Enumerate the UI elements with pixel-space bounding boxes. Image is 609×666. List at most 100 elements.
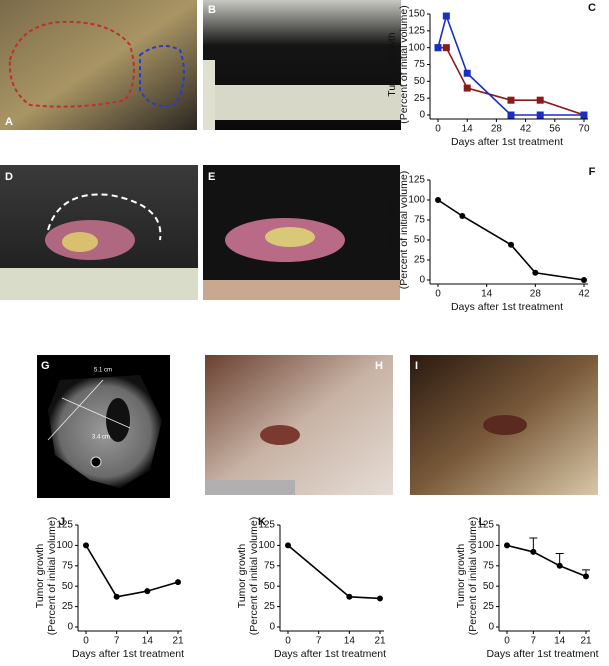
y-tick-label: 25: [414, 93, 426, 104]
photo-b: B: [203, 0, 401, 130]
y-tick-label: 25: [414, 255, 426, 266]
y-tick-label: 25: [62, 601, 74, 612]
y-tick-label: 125: [56, 520, 73, 531]
y-tick-label: 0: [419, 275, 425, 286]
data-point: [463, 69, 471, 77]
x-tick-label: 7: [114, 636, 120, 647]
y-tick-label: 75: [264, 560, 276, 571]
data-point: [434, 44, 442, 52]
photo-g: 5.1 cm 3.4 cm G: [37, 355, 170, 498]
panel-label: B: [208, 4, 216, 16]
photo-e: E: [203, 165, 400, 300]
y-tick-label: 150: [408, 9, 425, 20]
y-tick-label: 100: [408, 195, 425, 206]
x-tick-label: 42: [520, 124, 532, 135]
data-point: [144, 588, 151, 595]
data-line: [438, 46, 585, 116]
data-point: [83, 542, 89, 549]
ct-annotation: 5.1 cm: [94, 368, 112, 374]
y-tick-label: 50: [414, 76, 426, 87]
x-tick-label: 56: [549, 124, 561, 135]
data-point: [113, 593, 120, 600]
x-tick-label: 28: [491, 124, 503, 135]
x-axis-label: Days after 1st treatment: [274, 648, 386, 660]
x-tick-label: 0: [285, 636, 291, 647]
y-tick-label: 0: [269, 622, 275, 633]
data-point: [459, 213, 466, 219]
y-tick-label: 100: [56, 540, 73, 551]
x-tick-label: 14: [481, 289, 493, 300]
y-tick-label: 100: [408, 42, 425, 53]
data-point: [285, 542, 291, 549]
y-tick-label: 100: [477, 540, 494, 551]
y-tick-label: 125: [477, 520, 494, 531]
x-tick-label: 14: [142, 636, 154, 647]
data-point: [507, 111, 515, 119]
y-tick-label: 75: [414, 59, 426, 70]
x-tick-label: 21: [172, 636, 184, 647]
data-point: [508, 241, 514, 248]
x-tick-label: 0: [83, 636, 89, 647]
y-tick-label: 0: [67, 622, 73, 633]
data-point: [346, 593, 353, 600]
x-tick-label: 21: [374, 636, 386, 647]
data-point: [175, 579, 181, 586]
x-tick-label: 14: [344, 636, 356, 647]
y-axis-label: (Percent of initial volume): [398, 5, 410, 123]
data-point: [536, 111, 544, 119]
panel-label: H: [375, 360, 383, 372]
x-tick-label: 0: [435, 124, 441, 135]
data-point: [556, 562, 563, 569]
y-axis-label: Tumor growth: [455, 544, 467, 609]
data-point: [583, 573, 589, 580]
data-line: [437, 199, 585, 281]
data-point: [377, 595, 383, 602]
y-tick-label: 75: [414, 215, 426, 226]
x-tick-label: 14: [554, 636, 566, 647]
x-tick-label: 0: [435, 289, 441, 300]
data-line: [437, 13, 584, 116]
panel-label: D: [5, 171, 13, 183]
x-tick-label: 28: [530, 289, 542, 300]
panel-label: C: [588, 2, 596, 14]
photo-a: A: [0, 0, 197, 130]
y-axis-label: Tumor growth: [386, 198, 398, 263]
x-tick-label: 21: [580, 636, 592, 647]
panel-label: L: [479, 516, 486, 528]
y-tick-label: 0: [419, 110, 425, 121]
x-tick-label: 42: [578, 289, 590, 300]
x-tick-label: 7: [531, 636, 537, 647]
data-point: [504, 542, 510, 549]
panel-label: G: [41, 360, 50, 372]
y-tick-label: 125: [408, 25, 425, 36]
y-tick-label: 75: [483, 560, 495, 571]
y-axis-label: Tumor growth: [34, 544, 46, 609]
x-axis-label: Days after 1st treatment: [451, 136, 563, 148]
y-tick-label: 50: [62, 581, 74, 592]
photo-h: H: [205, 355, 393, 495]
y-axis-label: Tumor growth: [386, 32, 398, 97]
data-point: [532, 269, 539, 276]
data-line: [85, 544, 179, 598]
y-axis-label: (Percent of initial volume): [248, 517, 260, 635]
x-tick-label: 7: [316, 636, 322, 647]
panel-label: A: [5, 116, 13, 128]
panel-label: E: [208, 171, 215, 183]
y-tick-label: 125: [258, 520, 275, 531]
y-tick-label: 75: [62, 560, 74, 571]
x-axis-label: Days after 1st treatment: [486, 648, 598, 660]
photo-d: D: [0, 165, 198, 300]
data-point: [580, 111, 588, 119]
photo-i: I: [410, 355, 598, 495]
y-tick-label: 50: [483, 581, 495, 592]
data-point: [530, 548, 537, 555]
x-tick-label: 70: [578, 124, 590, 135]
ct-annotation: 3.4 cm: [92, 435, 110, 441]
y-tick-label: 25: [483, 601, 495, 612]
panel-label: K: [258, 516, 266, 528]
data-line: [506, 544, 587, 578]
panel-label: J: [59, 516, 65, 528]
y-tick-label: 0: [488, 622, 494, 633]
data-point: [442, 12, 450, 20]
